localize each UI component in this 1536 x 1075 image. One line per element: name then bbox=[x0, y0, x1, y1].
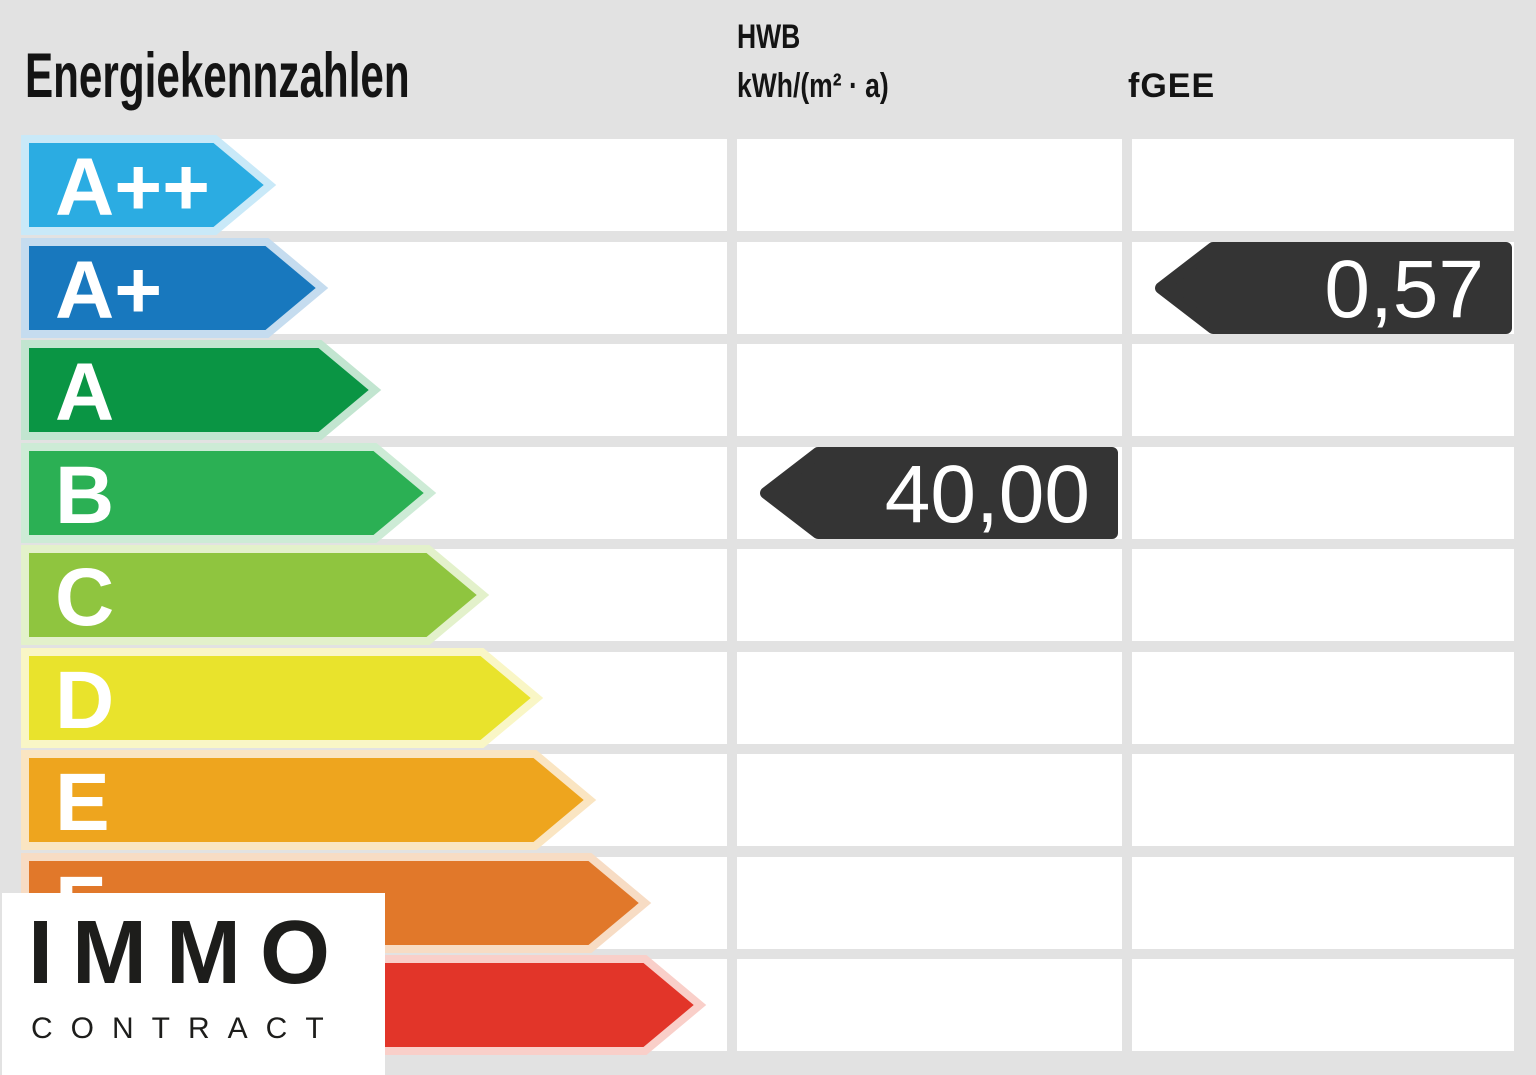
hwb-value: 40,00 bbox=[884, 448, 1090, 540]
hwb-cell: 40,00 bbox=[737, 446, 1122, 540]
scale-cell: A bbox=[21, 340, 727, 440]
fgee-cell bbox=[1132, 446, 1514, 539]
arrow-shape-icon bbox=[21, 647, 544, 748]
arrow-shape-icon bbox=[21, 135, 277, 235]
fgee-cell bbox=[1132, 549, 1514, 641]
scale-cell: E bbox=[21, 750, 727, 850]
hwb-cell bbox=[737, 856, 1122, 949]
scale-cell: A++ bbox=[21, 135, 727, 235]
bar-label: A bbox=[55, 347, 115, 438]
scale-cell: D bbox=[21, 647, 727, 748]
bar-label: B bbox=[55, 449, 115, 541]
hwb-cell bbox=[737, 651, 1122, 744]
bar-label: E bbox=[55, 757, 110, 848]
hwb-column-header-line2: kWh/(m² · a) bbox=[737, 67, 889, 105]
arrow-shape-icon bbox=[21, 545, 490, 645]
hwb-cell bbox=[737, 754, 1122, 846]
bar-label: A+ bbox=[55, 244, 163, 336]
value-pointer-icon bbox=[1155, 241, 1512, 334]
arrow-shape-icon bbox=[21, 340, 382, 440]
bar-label: C bbox=[55, 552, 115, 643]
scale-cell: B bbox=[21, 442, 727, 543]
arrow-shape-icon bbox=[21, 442, 437, 543]
fgee-cell bbox=[1132, 959, 1514, 1051]
energy-scale-grid: A++ A+ 0,57 bbox=[21, 135, 1514, 1055]
hwb-cell bbox=[737, 549, 1122, 641]
fgee-cell bbox=[1132, 856, 1514, 949]
fgee-column-header: fGEE bbox=[1128, 67, 1216, 105]
hwb-value-arrow: 40,00 bbox=[760, 446, 1118, 540]
page-title: Energiekennzahlen bbox=[25, 41, 410, 111]
fgee-value-arrow: 0,57 bbox=[1155, 241, 1512, 335]
hwb-cell bbox=[737, 241, 1122, 334]
bar-label: A++ bbox=[55, 142, 210, 233]
fgee-cell bbox=[1132, 754, 1514, 846]
fgee-cell: 0,57 bbox=[1132, 241, 1514, 335]
hwb-cell bbox=[737, 139, 1122, 231]
scale-cell: A+ bbox=[21, 237, 727, 338]
logo-subtitle: CONTRACT bbox=[31, 1012, 342, 1045]
hwb-cell bbox=[737, 344, 1122, 436]
fgee-cell bbox=[1132, 139, 1514, 231]
hwb-column-header-line1: HWB bbox=[737, 18, 801, 56]
fgee-value: 0,57 bbox=[1324, 243, 1484, 335]
bar-label: D bbox=[55, 654, 115, 746]
hwb-cell bbox=[737, 959, 1122, 1051]
hwb-column-header: HWB kWh/(m² · a) bbox=[737, 13, 889, 111]
fgee-cell bbox=[1132, 651, 1514, 744]
fgee-cell bbox=[1132, 344, 1514, 436]
arrow-shape-icon bbox=[21, 750, 597, 850]
logo-wordmark: IMMO bbox=[28, 903, 349, 1003]
immocontract-logo: IMMO CONTRACT bbox=[2, 893, 385, 1075]
value-pointer-icon bbox=[760, 446, 1118, 539]
scale-cell: C bbox=[21, 545, 727, 645]
arrow-shape-icon bbox=[21, 237, 329, 338]
